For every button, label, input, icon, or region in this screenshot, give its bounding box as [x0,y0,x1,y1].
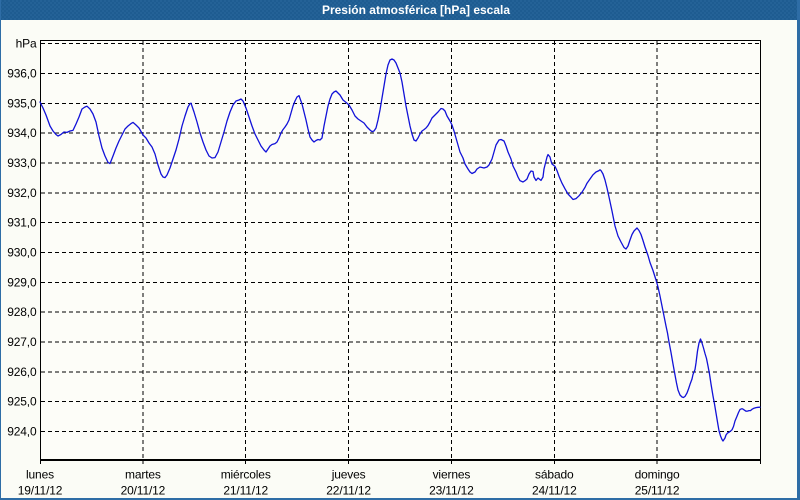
svg-text:927,0: 927,0 [7,335,37,349]
svg-text:23/11/12: 23/11/12 [429,484,474,498]
svg-text:miércoles: miércoles [221,468,271,482]
svg-text:936,0: 936,0 [7,67,37,81]
svg-text:924,0: 924,0 [7,425,37,439]
svg-text:Presión atmosférica [hPa] esca: Presión atmosférica [hPa] escala [322,3,510,17]
svg-text:hPa: hPa [16,37,37,51]
svg-text:932,0: 932,0 [7,186,37,200]
svg-text:domingo: domingo [635,468,680,482]
svg-text:931,0: 931,0 [7,216,37,230]
svg-text:935,0: 935,0 [7,96,37,110]
svg-text:933,0: 933,0 [7,156,37,170]
svg-text:926,0: 926,0 [7,365,37,379]
svg-text:929,0: 929,0 [7,275,37,289]
svg-text:martes: martes [125,468,161,482]
svg-text:928,0: 928,0 [7,305,37,319]
svg-text:lunes: lunes [26,468,54,482]
svg-text:25/11/12: 25/11/12 [635,484,680,498]
svg-text:925,0: 925,0 [7,395,37,409]
svg-text:viernes: viernes [433,468,471,482]
svg-text:24/11/12: 24/11/12 [532,484,577,498]
svg-text:934,0: 934,0 [7,126,37,140]
svg-text:22/11/12: 22/11/12 [326,484,371,498]
svg-text:jueves: jueves [331,468,366,482]
svg-text:930,0: 930,0 [7,246,37,260]
svg-text:21/11/12: 21/11/12 [223,484,268,498]
svg-text:sábado: sábado [535,468,574,482]
svg-text:20/11/12: 20/11/12 [121,484,166,498]
svg-text:19/11/12: 19/11/12 [18,484,63,498]
